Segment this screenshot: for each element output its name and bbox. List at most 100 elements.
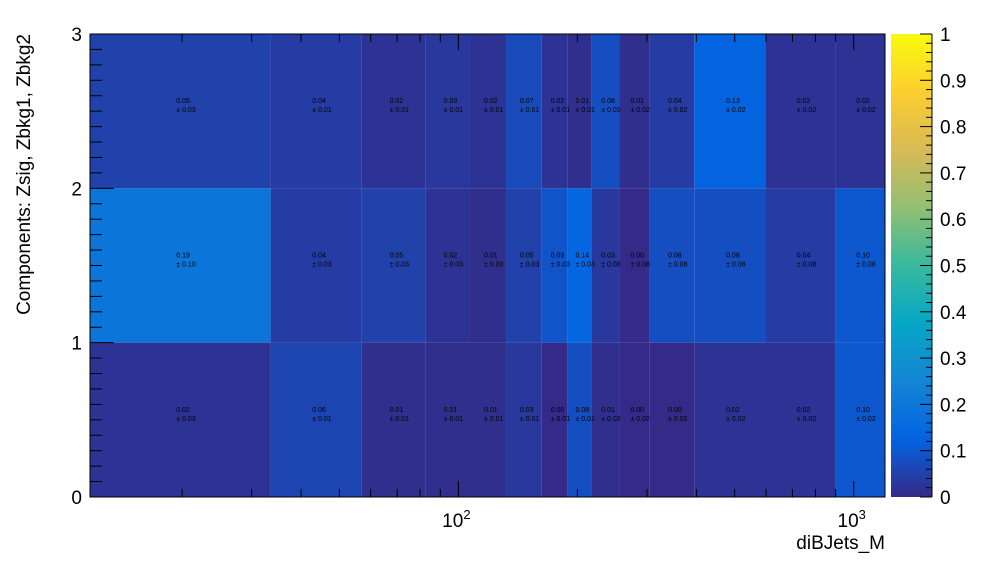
y-tick-label: 3 — [71, 25, 82, 46]
cell-value-label: 0.00 — [551, 407, 565, 414]
cell-error-label: ± 0.01 — [551, 416, 571, 423]
cell-error-label: ± 0.02 — [601, 107, 621, 114]
cell-error-label: ± 0.02 — [630, 107, 650, 114]
heatmap-cell — [270, 188, 362, 343]
cell-error-label: ± 0.03 — [551, 262, 571, 269]
cell-value-label: 0.02 — [390, 98, 404, 105]
heatmap-cell — [567, 34, 592, 189]
cell-value-label: 0.01 — [484, 253, 498, 260]
cell-error-label: ± 0.08 — [797, 262, 817, 269]
cell-error-label: ± 0.01 — [551, 107, 571, 114]
cell-value-label: 0.02 — [726, 407, 740, 414]
cell-labels: 0.05 ± 0.03 0.04 ± 0.01 0.02 ± 0.01 0.03 ± 0.01… — [176, 98, 876, 423]
y-axis: 0 1 2 3 — [71, 25, 114, 509]
cell-error-label: ± 0.02 — [726, 416, 746, 423]
heatmap-cell — [765, 34, 836, 189]
heatmap-cell — [765, 188, 836, 343]
cell-value-label: 0.01 — [576, 98, 590, 105]
heatmap-cell — [567, 188, 592, 343]
heatmap-cell — [619, 34, 650, 189]
cell-error-label: ± 0.02 — [797, 416, 817, 423]
cell-error-label: ± 0.02 — [856, 107, 876, 114]
cell-value-label: 0.02 — [797, 407, 811, 414]
heatmap-cell — [90, 342, 271, 497]
cell-value-label: 0.08 — [601, 98, 615, 105]
heatmap-cell — [361, 342, 426, 497]
y-axis-title: Components: Zsig, Zbkg1, Zbkg2 — [14, 34, 35, 315]
cell-value-label: 0.04 — [312, 98, 326, 105]
x-tick-label-exponent: 2 — [463, 507, 470, 522]
cell-value-label: 0.07 — [520, 98, 534, 105]
heatmap-cell — [649, 34, 695, 189]
heatmap-cell — [694, 188, 766, 343]
heatmap-cell — [541, 34, 568, 189]
x-tick-label: 102 — [442, 507, 470, 532]
cell-value-label: 0.03 — [601, 253, 615, 260]
colorbar-tick-label: 0.2 — [940, 395, 966, 416]
y-tick-label: 0 — [71, 488, 82, 509]
cell-error-label: ± 0.03 — [176, 107, 196, 114]
cell-value-label: 0.02 — [856, 98, 870, 105]
heatmap-cell — [425, 342, 470, 497]
cell-error-label: ± 0.08 — [630, 262, 650, 269]
cell-value-label: 0.05 — [176, 98, 190, 105]
heatmap-cell — [270, 34, 362, 189]
cell-error-label: ± 0.03 — [520, 262, 540, 269]
cell-value-label: 0.03 — [520, 407, 534, 414]
cell-error-label: ± 0.01 — [390, 107, 410, 114]
cell-value-label: 0.05 — [390, 253, 404, 260]
x-tick-label: 103 — [838, 507, 866, 532]
heatmap-cells — [90, 34, 885, 497]
heatmap-cell — [506, 188, 542, 343]
heatmap-cell — [541, 188, 568, 343]
cell-error-label: ± 0.10 — [176, 262, 196, 269]
cell-value-label: 0.00 — [630, 253, 644, 260]
cell-value-label: 0.02 — [551, 98, 565, 105]
cell-error-label: ± 0.03 — [176, 416, 196, 423]
x-axis-title: diBJets_M — [796, 533, 885, 554]
cell-value-label: 0.01 — [630, 98, 644, 105]
x-tick-label-base: 10 — [442, 511, 463, 532]
cell-value-label: 0.06 — [312, 407, 326, 414]
heatmap-cell — [591, 342, 620, 497]
colorbar: 0 0.1 0.2 0.3 0.4 0.5 0.6 0.7 0.8 0.9 1 — [891, 25, 967, 509]
colorbar-tick-label: 1 — [940, 25, 951, 46]
cell-value-label: 0.08 — [726, 253, 740, 260]
cell-value-label: 0.13 — [726, 98, 740, 105]
heatmap-cell — [506, 34, 542, 189]
heatmap-cell — [361, 34, 426, 189]
colorbar-tick-label: 0.4 — [940, 303, 967, 324]
cell-value-label: 0.02 — [797, 98, 811, 105]
heatmap-cell — [567, 342, 592, 497]
colorbar-tick-label: 0.1 — [940, 442, 966, 463]
cell-value-label: 0.08 — [576, 407, 590, 414]
heatmap-cell — [425, 188, 470, 343]
heatmap-cell — [835, 188, 885, 343]
cell-error-label: ± 0.02 — [726, 107, 746, 114]
colorbar-tick-label: 0.6 — [940, 210, 966, 231]
heatmap-cell — [649, 188, 695, 343]
colorbar-tick-label: 0.3 — [940, 349, 966, 370]
cell-error-label: ± 0.03 — [312, 262, 332, 269]
heatmap-cell — [469, 34, 507, 189]
cell-value-label: 0.04 — [797, 253, 811, 260]
y-tick-label: 1 — [71, 334, 82, 355]
heatmap-cell — [591, 188, 620, 343]
cell-value-label: 0.10 — [856, 407, 870, 414]
cell-value-label: 0.10 — [856, 253, 870, 260]
cell-error-label: ± 0.02 — [630, 416, 650, 423]
cell-value-label: 0.00 — [630, 407, 644, 414]
cell-value-label: 0.19 — [176, 253, 190, 260]
cell-value-label: 0.01 — [444, 407, 458, 414]
cell-error-label: ± 0.01 — [312, 107, 332, 114]
cell-error-label: ± 0.01 — [390, 416, 410, 423]
cell-error-label: ± 0.01 — [520, 416, 540, 423]
cell-error-label: ± 0.01 — [576, 416, 596, 423]
x-axis: 102 103 — [181, 34, 866, 532]
cell-error-label: ± 0.02 — [797, 107, 817, 114]
colorbar-tick-label: 0.8 — [940, 118, 966, 139]
cell-error-label: ± 0.01 — [444, 107, 464, 114]
cell-value-label: 0.02 — [484, 98, 498, 105]
cell-error-label: ± 0.08 — [601, 262, 621, 269]
